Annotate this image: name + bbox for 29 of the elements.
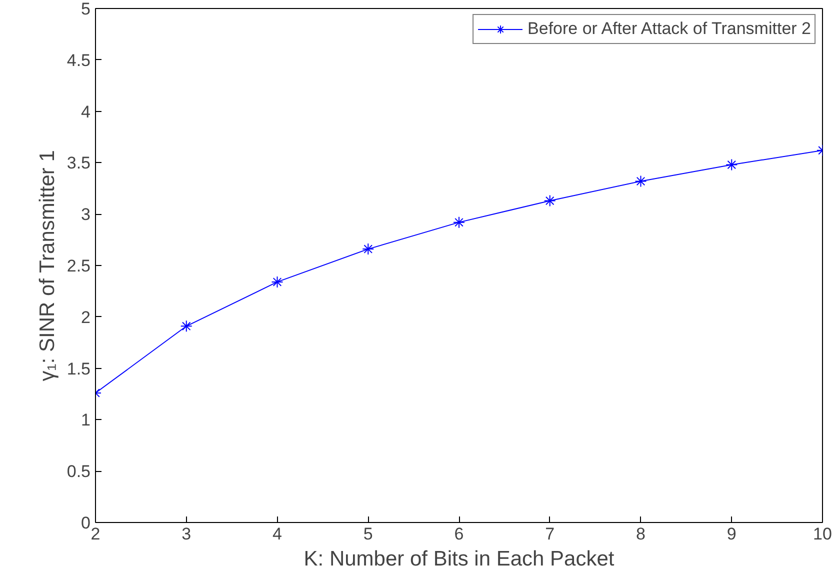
x-tick-label: 4 [272, 524, 282, 544]
x-tick-label: 5 [363, 524, 373, 544]
y-tick-label: 2.5 [66, 256, 91, 276]
y-tick-label: 4.5 [66, 50, 91, 70]
point [453, 216, 465, 228]
x-tick-label: 8 [636, 524, 646, 544]
y-tick-label: 2 [81, 308, 91, 327]
y-tick-label: 1.5 [66, 359, 91, 378]
y-tick-label: 4 [81, 102, 91, 122]
point [180, 320, 192, 332]
point [362, 243, 374, 256]
y-tick-label: 0.5 [66, 462, 91, 482]
legend-label: Before or After Attack of Transmitter 2 [528, 19, 811, 39]
point [726, 158, 738, 171]
x-tick-label: 7 [545, 524, 555, 544]
point [271, 276, 284, 288]
y-axis-title: γ₁: SINR of Transmitter 1 [36, 150, 59, 382]
point [634, 175, 647, 188]
y-tick-label: 1 [81, 410, 91, 430]
y-tick-label: 3.5 [66, 154, 91, 173]
point [544, 194, 556, 207]
y-tick-label: 3 [81, 205, 91, 224]
x-axis-title: K: Number of Bits in Each Packet [304, 548, 614, 570]
y-tick-label: 5 [81, 0, 91, 18]
x-tick-label: 3 [182, 524, 192, 544]
x-tick-label: 9 [726, 524, 736, 544]
y-tick-label: 0 [81, 514, 91, 532]
x-tick-label: 10 [813, 524, 832, 544]
x-tick-label: 6 [454, 524, 464, 544]
